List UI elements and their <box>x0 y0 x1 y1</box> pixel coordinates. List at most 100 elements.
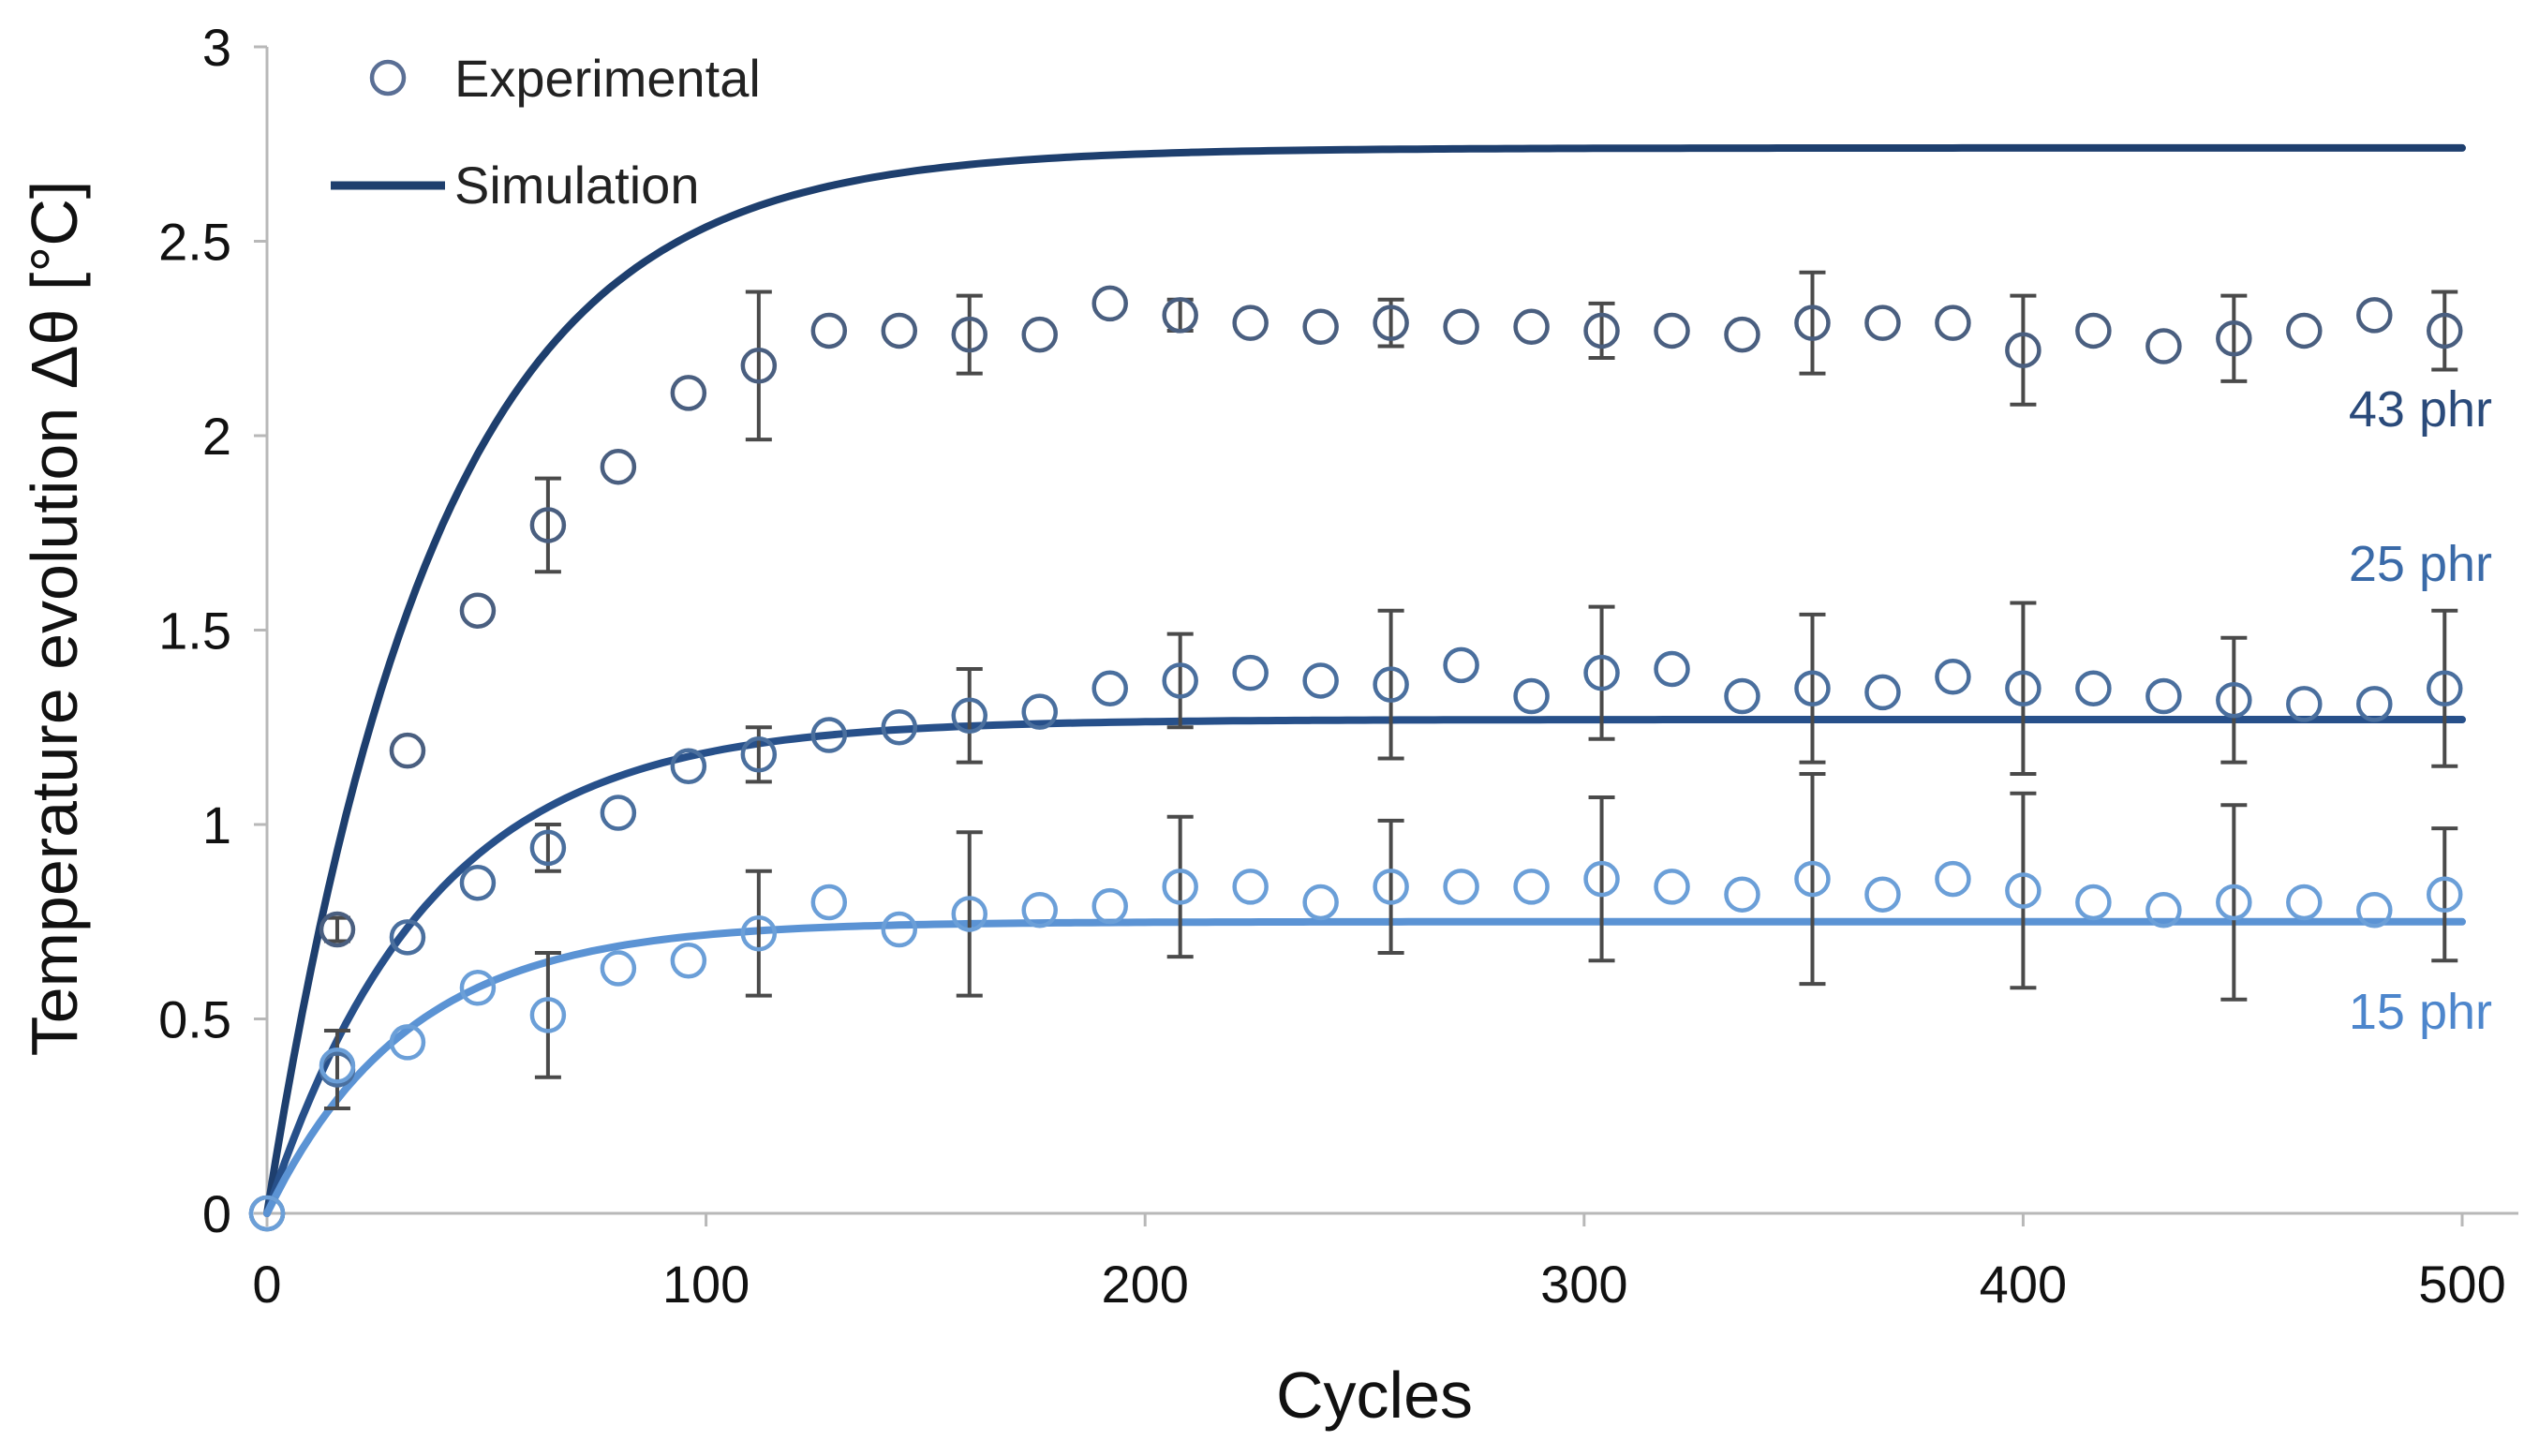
error-bar-25-phr <box>1588 604 1615 741</box>
experimental-point-25-phr <box>1864 674 1901 711</box>
error-bar-25-phr <box>1166 631 1194 730</box>
axes-layer: 0 0.5 1 1.5 2 2.5 3 0 100 200 300 400 500 <box>158 18 2518 1314</box>
x-axis-title: Cycles <box>1276 1359 1473 1432</box>
error-bar-25-phr <box>745 725 772 784</box>
experimental-point-43-phr <box>1864 305 1901 341</box>
experimental-point-25-phr <box>951 697 988 735</box>
error-bar-15-phr <box>956 830 983 998</box>
experimental-point-15-phr <box>1935 860 1971 898</box>
experimental-point-25-phr <box>1935 659 1971 695</box>
experimental-point-43-phr <box>1091 285 1128 322</box>
x-tick-label: 500 <box>2418 1255 2505 1314</box>
experimental-point-15-phr <box>670 943 707 979</box>
experimental-point-43-phr <box>1162 297 1198 334</box>
experimental-point-43-phr <box>319 911 356 948</box>
experimental-point-25-phr <box>600 795 637 831</box>
experimental-point-15-phr <box>810 884 848 921</box>
y-tick-label: 2 <box>202 407 231 466</box>
experimental-point-15-phr <box>2216 884 2252 921</box>
error-bar-25-phr <box>2220 635 2248 765</box>
x-tick-label: 400 <box>1980 1255 2067 1314</box>
experimental-point-25-phr <box>1583 654 1620 691</box>
experimental-point-25-phr <box>2216 681 2252 719</box>
error-bar-15-phr <box>534 950 561 1079</box>
experimental-point-15-phr <box>1373 869 1409 905</box>
experimental-point-43-phr <box>529 507 567 543</box>
experimental-point-15-phr <box>529 997 567 1033</box>
experimental-point-43-phr <box>2005 332 2042 368</box>
error-bar-15-phr <box>2010 791 2037 990</box>
experimental-point-43-phr <box>1302 308 1339 346</box>
y-axis-title: Temperature evolution Δθ [°C] <box>18 181 91 1057</box>
experimental-point-43-phr <box>1794 305 1831 341</box>
experimental-point-15-phr <box>1232 869 1269 905</box>
experimental-point-15-phr <box>1724 876 1760 913</box>
error-bar-25-phr <box>2010 601 2037 777</box>
error-bar-25-phr <box>323 1028 350 1110</box>
experimental-point-43-phr <box>881 312 918 349</box>
simulation-line-25-phr <box>263 716 2466 1217</box>
experimental-point-25-phr <box>810 717 848 753</box>
experimental-point-43-phr <box>1724 316 1760 353</box>
experimental-point-15-phr <box>1091 887 1128 925</box>
error-bar-25-phr <box>2431 608 2458 768</box>
experimental-point-43-phr <box>1021 316 1058 353</box>
experimental-point-43-phr <box>2286 312 2323 349</box>
experimental-point-15-phr <box>1513 869 1550 905</box>
error-bars <box>323 270 2458 1110</box>
error-bar-43-phr <box>1799 270 1826 376</box>
experimental-point-15-phr <box>600 950 637 987</box>
error-bar-15-phr <box>1799 772 1826 987</box>
experimental-point-43-phr <box>459 592 497 629</box>
error-bar-25-phr <box>1377 608 1404 761</box>
experimental-point-25-phr <box>2427 670 2463 706</box>
error-bar-43-phr <box>956 293 983 376</box>
experimental-point-25-phr <box>1232 654 1269 691</box>
experimental-point-15-phr <box>1162 869 1198 905</box>
x-tick-label: 300 <box>1540 1255 1627 1314</box>
legend: Experimental Simulation <box>331 49 761 215</box>
experimental-point-15-phr <box>881 911 918 948</box>
experimental-point-15-phr <box>319 1047 356 1084</box>
x-tick-label: 200 <box>1101 1255 1188 1314</box>
y-tick-label: 0.5 <box>158 990 231 1049</box>
error-bar-25-phr <box>956 667 983 765</box>
experimental-point-15-phr <box>1302 884 1339 921</box>
experimental-point-43-phr <box>600 448 637 485</box>
y-tick-label: 0 <box>202 1184 231 1243</box>
error-bar-43-phr <box>323 915 350 943</box>
experimental-point-25-phr <box>1794 670 1831 706</box>
experimental-point-25-phr <box>529 829 567 867</box>
error-bar-43-phr <box>534 476 561 574</box>
experimental-point-15-phr <box>1794 860 1831 898</box>
error-bar-43-phr <box>1588 301 1615 360</box>
experimental-point-25-phr <box>459 865 497 901</box>
experimental-point-43-phr <box>2427 312 2463 349</box>
experimental-point-15-phr <box>740 914 778 952</box>
experimental-point-43-phr <box>2075 312 2112 349</box>
experimental-point-15-phr <box>1443 869 1479 905</box>
experimental-point-25-phr <box>389 919 426 956</box>
experimental-point-25-phr <box>1373 666 1409 703</box>
legend-experimental-label: Experimental <box>454 49 761 108</box>
experimental-point-15-phr <box>389 1024 426 1061</box>
experimental-point-25-phr <box>2075 670 2112 706</box>
error-bar-25-phr <box>1799 612 1826 765</box>
experimental-point-25-phr <box>2146 677 2182 715</box>
experimental-point-25-phr <box>740 736 778 773</box>
error-bar-15-phr <box>745 869 772 998</box>
simulation-line-43-phr <box>263 143 2466 1217</box>
series-labels: 43 phr 25 phr 15 phr <box>2349 381 2492 1040</box>
error-bar-15-phr <box>2431 826 2458 963</box>
y-tick-label: 1 <box>202 795 231 854</box>
experimental-point-25-phr <box>1654 650 1690 688</box>
series-label-15-phr: 15 phr <box>2349 984 2492 1040</box>
error-bar-15-phr <box>1588 795 1615 963</box>
experimental-point-25-phr <box>1091 670 1128 706</box>
experimental-point-15-phr <box>2356 892 2393 929</box>
experimental-point-15-phr <box>2075 884 2112 921</box>
experimental-point-25-phr <box>2356 686 2393 722</box>
experimental-point-43-phr <box>951 316 988 353</box>
experimental-point-25-phr <box>1724 677 1760 715</box>
